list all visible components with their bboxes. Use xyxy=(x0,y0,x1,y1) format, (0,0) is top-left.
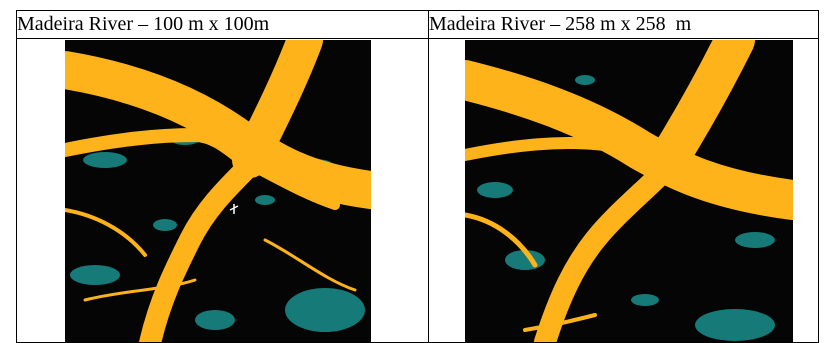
comparison-table: Madeira River – 100 m x 100m Madeira Riv… xyxy=(16,10,819,343)
right-heading: Madeira River – 258 m x 258 m xyxy=(428,10,819,39)
image-row xyxy=(16,38,819,343)
right-image-cell xyxy=(428,38,819,343)
river-map-image-258m xyxy=(465,40,793,342)
left-image-cell xyxy=(16,38,429,343)
river-map-graphic xyxy=(465,40,793,342)
left-heading: Madeira River – 100 m x 100m xyxy=(16,10,429,39)
river-map-graphic xyxy=(65,40,371,342)
header-row: Madeira River – 100 m x 100m Madeira Riv… xyxy=(16,10,819,39)
river-map-image-100m xyxy=(65,40,371,342)
